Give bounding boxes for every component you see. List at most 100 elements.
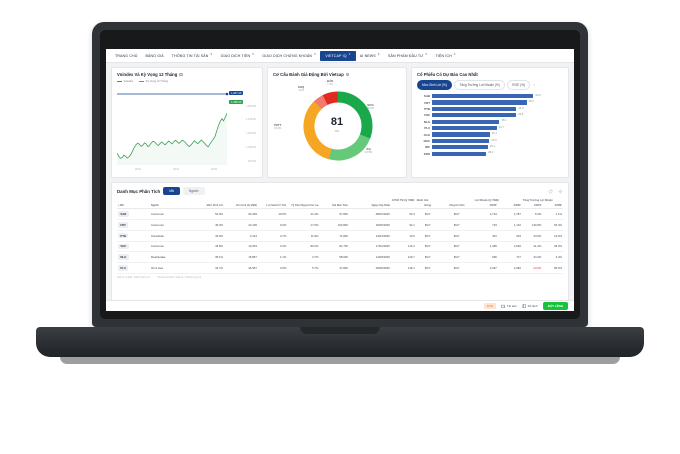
laptop-foot [60,357,620,364]
bar-fill [432,126,497,131]
cell-ty_khoi: 5.7% [287,262,320,274]
table-row[interactable]: PTB Industrials 43.9% 3,414 4.7% 11.9% 71,800 1… [117,230,563,242]
y-axis-tick: 1,828.00 [245,105,256,108]
col-header-ty-khoi-ngoai[interactable]: Tỷ Khối Ngoại Còn Lại [287,202,320,210]
refresh-icon[interactable] [548,189,553,194]
bar-track: 49.3 [432,100,563,105]
nav-item-ai-news[interactable]: AI NEWS ▼ [356,51,384,61]
cell-tt_2025f: 34.4% [521,251,543,264]
gear-icon[interactable] [558,188,563,194]
table-row[interactable]: NLG Real Estate 35.1% 15,867 1.1% 3.7% 58,600 1… [117,251,563,264]
bar-fill [432,145,488,150]
bar-track: 52.9 [432,94,563,99]
col-header-ngay-cap-nhat[interactable]: Ngày Cập Nhật [348,202,391,210]
table-row[interactable]: VHC Consumer 43.8% 13,063 3.4% 80.2% 81,700 17/… [117,241,563,253]
nav-item-trang-chu[interactable]: TRANG CHỦ [111,51,141,61]
bar-row: FRT 49.3 [417,99,563,105]
bar-fill [432,138,490,144]
cell-loi_suat: 1.1% [257,251,288,264]
vnindex-legend: Vnindex Kỳ Vọng 12 Tháng [117,80,257,83]
col-header-ln-2025f[interactable]: 2025F [473,202,498,210]
col-header-ln-2026f[interactable]: 2026F [497,202,522,210]
book-icon [522,304,526,308]
col-header-loi-suat-co-tuc[interactable]: Lợi Suất Cổ Tức [257,202,288,210]
nav-item-thong-tin-tai-san[interactable]: THÔNG TIN TÀI SẢN ▼ [168,51,217,61]
bar-track: 29.9 [432,138,563,144]
bar-track: 28.2 [432,151,563,156]
cell-ticker: PLX [117,262,150,274]
slice-label: BÁN [327,79,334,83]
nav-item-vietcap-iq[interactable]: VIETCAP IQ ▼ [320,50,356,61]
nav-item-tien-ich[interactable]: TIỆN ÍCH ▼ [432,51,461,61]
bar-category-label: FRT [424,100,430,105]
nav-item-giao-dich-chung-khoan[interactable]: GIAO DỊCH CHỨNG KHOÁN ▼ [258,51,320,61]
col-header-tt-2025f[interactable]: 2025F [521,202,543,210]
bar-row: SAB 52.9 [417,93,563,99]
cell-muc_sinh_loi: 35.1% [191,251,225,264]
bar-fill [432,119,500,124]
bar-category-label: VHC [423,113,430,118]
place-order-button[interactable]: ĐẶT LỆNH [542,302,568,310]
cell-von_hoa: 22,105 [224,219,258,231]
analysis-table: GTGD TB (tỷ VNĐ) Đánh Giá Lợi Nhuận (tỷ … [117,198,563,274]
donut-card-title: Cơ Cấu Đánh Giá Động Bởi Vietcap i [273,72,401,77]
cell-gtgd: 53.3 [390,208,416,220]
tab-roe[interactable]: ROE (%) [507,80,531,90]
cell-dung: BUY [415,241,440,253]
table-row[interactable]: FRT Consumer 49.3% 22,105 0.0% 17.6% 193,800 26… [117,219,563,231]
ticker-chip[interactable]: FRT [118,222,129,228]
ticker-chip[interactable]: PTB [118,232,129,239]
col-header-gtgd[interactable] [390,202,416,210]
info-icon[interactable]: i [345,72,350,77]
chevron-right-icon[interactable]: › [533,83,535,87]
cell-ngay_cap_nhat: 14/08/2025 [348,251,391,264]
group-header-tang-truong: Tăng Trưởng Lợi Nhuận [522,199,553,202]
col-header-muc-sinh-loi[interactable]: Mức Sinh Lời [191,202,225,210]
col-header-ma[interactable]: ⌕ Mã [117,202,150,210]
tab-tang-truong-loi-nhuan[interactable]: Tăng Trưởng Lợi Nhuận (%) [454,80,505,90]
cell-dung: BUY [415,219,440,231]
table-row[interactable]: PLX Oil & Gas 33.7% 46,557 3.5% 5.7% 47,800 06/… [117,262,563,274]
forecast-bar-list: SAB 52.9 FRT 49.3 PTB 43.9 VHC 43.8 NLG 35.1 PLX 33… [417,93,563,157]
rating-donut-card: Cơ Cấu Đánh Giá Động Bởi Vietcap i [267,67,407,178]
bottom-item-tai-san[interactable]: Tài sản [501,304,517,309]
bar-row: KDH 28.2 [417,151,563,157]
col-header-chuyen-vien[interactable]: Chuyên Viên [439,202,474,210]
cell-von_hoa: 13,063 [224,241,258,253]
legend-item-ky-vong: Kỳ Vọng 12 Tháng [139,80,168,83]
col-header-von-hoa[interactable]: Vốn Hoá (tỷ VNĐ) [224,202,258,210]
ticker-chip[interactable]: PLX [118,265,129,271]
bar-track: 35.1 [432,119,563,124]
bar-track: 29.1 [432,145,563,150]
nav-item-giao-dich-tien[interactable]: GIAO DỊCH TIỀN ▼ [217,51,259,61]
slice-label: PHTT [274,123,282,127]
nav-item-san-pham-dau-tu[interactable]: SẢN PHẨM ĐẦU TƯ ▼ [384,51,432,61]
col-header-dung[interactable]: Đúng [415,202,440,210]
bar-category-label: PTB [424,106,430,111]
cell-von_hoa: 46,557 [224,262,258,274]
segment-ma[interactable]: Mã [163,187,180,195]
slice-label: KQ [366,147,371,151]
segment-nganh[interactable]: Ngành [182,187,205,195]
bar-category-label: ACG [423,132,430,137]
table-row[interactable]: SAB Consumer 52.9% 60,409 10.5% 41.4% 57,800 08… [117,208,563,220]
table-body: SAB Consumer 52.9% 60,409 10.5% 41.4% 57,800 08… [117,208,563,274]
donut-label-ban: BÁN 7.4% [327,79,334,87]
vnindex-chart-card: Vnindex Và Kỳ Vọng 12 Tháng i Vnindex Kỳ… [111,67,263,178]
col-header-nganh[interactable]: Ngành [150,202,192,210]
cell-chuyen_vien: BUY [439,219,474,231]
ticker-chip[interactable]: NLG [118,254,129,260]
bar-track: 43.8 [432,113,563,118]
bottom-item-label: Tài sản [506,304,517,308]
ticker-chip[interactable]: VHC [118,243,129,250]
col-header-gia-muc-tieu[interactable]: Giá Mục Tiêu [319,202,349,210]
nav-item-bang-gia[interactable]: BẢNG GIÁ [141,51,167,61]
cell-chuyen_vien: BUY [439,251,474,264]
col-header-tt-2026f[interactable]: 2026F [542,202,563,210]
tab-muc-sinh-loi[interactable]: Mức Sinh Lời (%) [417,80,452,90]
legend-swatch-icon [117,81,122,82]
ticker-chip[interactable]: SAB [118,211,129,217]
info-icon[interactable]: i [179,72,183,77]
bottom-item-so-lenh[interactable]: Sổ lệnh [522,304,538,309]
cell-tt_2026f: 54.4% [542,219,563,231]
